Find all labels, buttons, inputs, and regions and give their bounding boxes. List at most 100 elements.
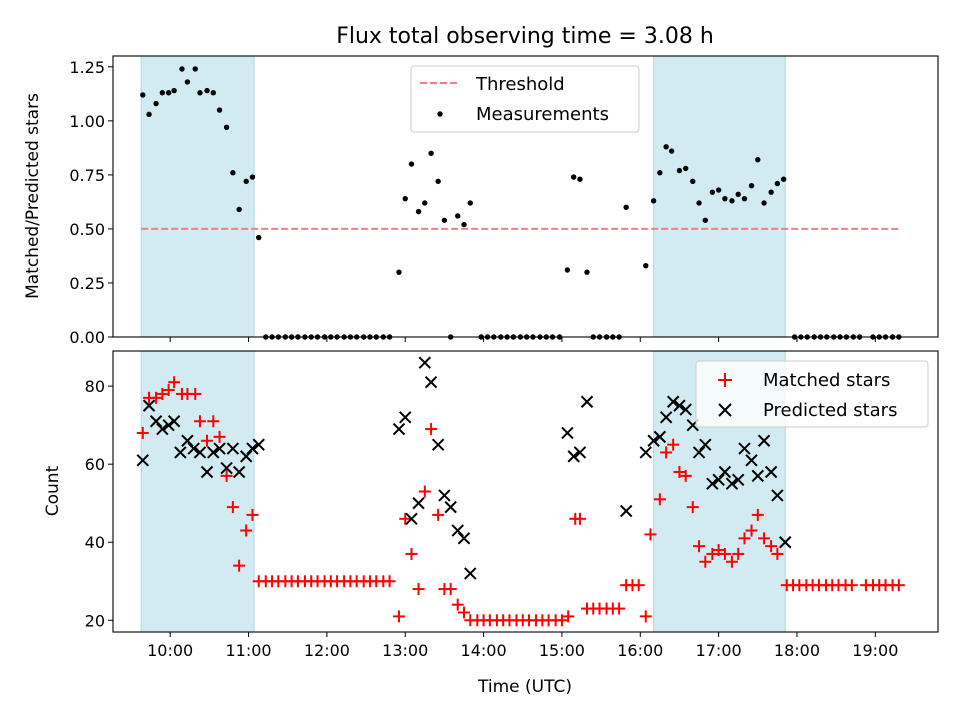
matched-star-point-95 xyxy=(758,532,771,545)
predicted-star-point-28 xyxy=(451,524,464,537)
matched-star-point-79 xyxy=(653,493,666,506)
predicted-star-point-25-b xyxy=(431,438,445,451)
matched-star-point-48 xyxy=(451,598,464,611)
measurement-point-88 xyxy=(735,191,741,198)
bottom-legend: Matched stars Predicted stars xyxy=(695,360,929,428)
predicted-legend-label: Predicted stars xyxy=(763,400,897,421)
measurement-point-3 xyxy=(159,90,166,96)
matched-star-point-11 xyxy=(207,415,220,428)
matched-star-point-80 xyxy=(660,446,673,459)
matched-star-point-40 xyxy=(399,512,412,525)
predicted-star-point-44 xyxy=(692,446,706,459)
predicted-star-point-22 xyxy=(412,497,425,510)
predicted-star-point-15-b xyxy=(232,465,246,479)
matched-stars-points xyxy=(136,376,905,627)
measurement-point-86 xyxy=(722,195,728,202)
matched-star-point-77 xyxy=(639,610,652,623)
predicted-star-point-11 xyxy=(207,446,220,459)
predicted-star-point-33 xyxy=(573,446,587,459)
measurement-point-49 xyxy=(461,221,467,228)
bot-y-tick-label-3: 80 xyxy=(85,377,105,396)
predicted-star-point-24 xyxy=(424,376,438,389)
top-y-tick-label-0: 0.00 xyxy=(69,328,105,347)
predicted-star-point-30 xyxy=(464,567,477,580)
predicted-star-point-42-b xyxy=(679,403,692,416)
predicted-star-point-52-b xyxy=(745,454,758,467)
measurement-point-7 xyxy=(184,79,191,85)
predicted-star-point-18-b xyxy=(252,438,265,451)
predicted-star-point-18 xyxy=(252,438,265,451)
predicted-star-point-20-b xyxy=(399,411,412,424)
matched-star-point-92 xyxy=(738,532,751,545)
measurement-point-74 xyxy=(643,262,649,269)
matched-star-point-9 xyxy=(193,415,206,428)
predicted-star-point-42 xyxy=(679,403,692,416)
predicted-star-point-6-b xyxy=(174,446,187,459)
predicted-star-point-0-b xyxy=(136,454,149,467)
measurement-point-65 xyxy=(570,174,577,180)
measurement-point-16 xyxy=(243,178,249,185)
matched-legend-label: Matched stars xyxy=(763,370,890,391)
predicted-star-point-14 xyxy=(226,442,240,455)
measurement-point-93 xyxy=(768,189,774,195)
matched-star-point-90 xyxy=(725,555,738,568)
measurement-point-43 xyxy=(422,200,428,206)
matched-star-point-44 xyxy=(425,423,438,436)
predicted-star-point-9 xyxy=(193,446,207,459)
matched-star-point-114 xyxy=(892,579,905,592)
measurement-point-67 xyxy=(584,269,590,275)
bot-y-tick-label-1: 40 xyxy=(85,533,105,552)
predicted-star-point-25 xyxy=(431,438,445,451)
measurement-point-1 xyxy=(146,111,152,118)
predicted-star-point-53-b xyxy=(751,469,765,483)
top-y-tick-label-1: 0.25 xyxy=(69,274,105,293)
matched-star-point-73 xyxy=(613,602,626,615)
measurement-point-66 xyxy=(577,176,583,182)
top-highlight-span-1 xyxy=(653,55,786,338)
matched-star-point-67 xyxy=(573,512,586,525)
predicted-star-point-37-b xyxy=(647,434,660,447)
predicted-star-point-20 xyxy=(399,411,412,424)
x-tick-label-5: 15:00 xyxy=(539,641,585,660)
predicted-star-point-10-b xyxy=(200,465,214,479)
predicted-star-point-40-b xyxy=(666,395,680,408)
measurement-point-10 xyxy=(204,87,210,94)
predicted-star-point-2-b xyxy=(149,415,163,428)
measurement-point-81 xyxy=(690,178,696,185)
predicted-star-point-27 xyxy=(444,500,457,514)
predicted-legend-swatch xyxy=(718,403,732,417)
predicted-star-point-31 xyxy=(561,426,574,440)
matched-star-point-47 xyxy=(444,583,457,596)
predicted-star-point-57 xyxy=(779,536,792,549)
predicted-star-point-36-b xyxy=(639,446,652,459)
bot-y-tick-label-2: 60 xyxy=(85,455,105,474)
predicted-star-point-26-b xyxy=(438,489,451,502)
matched-star-point-12 xyxy=(213,430,226,443)
predicted-star-point-41 xyxy=(673,399,686,412)
measurements-legend-label: Measurements xyxy=(476,104,609,125)
top-panel: 0.00 0.25 0.50 0.75 1.00 1.25 Matched/Predict… xyxy=(23,55,939,347)
x-axis-label: Time (UTC) xyxy=(477,677,572,697)
predicted-star-point-49-b xyxy=(725,477,739,490)
top-y-tick-label-2: 0.50 xyxy=(69,220,105,239)
bottom-highlight-spans xyxy=(140,350,786,633)
predicted-star-point-56 xyxy=(771,489,784,502)
matched-star-point-2 xyxy=(150,391,163,404)
predicted-star-point-56-b xyxy=(771,489,784,502)
predicted-star-point-57-b xyxy=(779,536,792,549)
predicted-star-point-34 xyxy=(580,395,594,408)
predicted-star-point-19-b xyxy=(392,422,406,436)
matched-star-point-84 xyxy=(686,501,699,514)
measurement-point-42 xyxy=(415,208,422,215)
predicted-star-point-7 xyxy=(181,434,194,447)
predicted-star-point-35 xyxy=(619,504,633,518)
predicted-star-point-30-b xyxy=(464,567,477,580)
measurement-point-91 xyxy=(755,157,761,163)
measurement-point-94 xyxy=(774,180,781,187)
measurement-point-64 xyxy=(564,267,571,273)
measurements-legend-swatch xyxy=(437,111,443,117)
predicted-star-point-44-b xyxy=(692,446,706,459)
predicted-star-point-27-b xyxy=(444,500,457,514)
threshold-legend-label: Threshold xyxy=(475,74,565,95)
